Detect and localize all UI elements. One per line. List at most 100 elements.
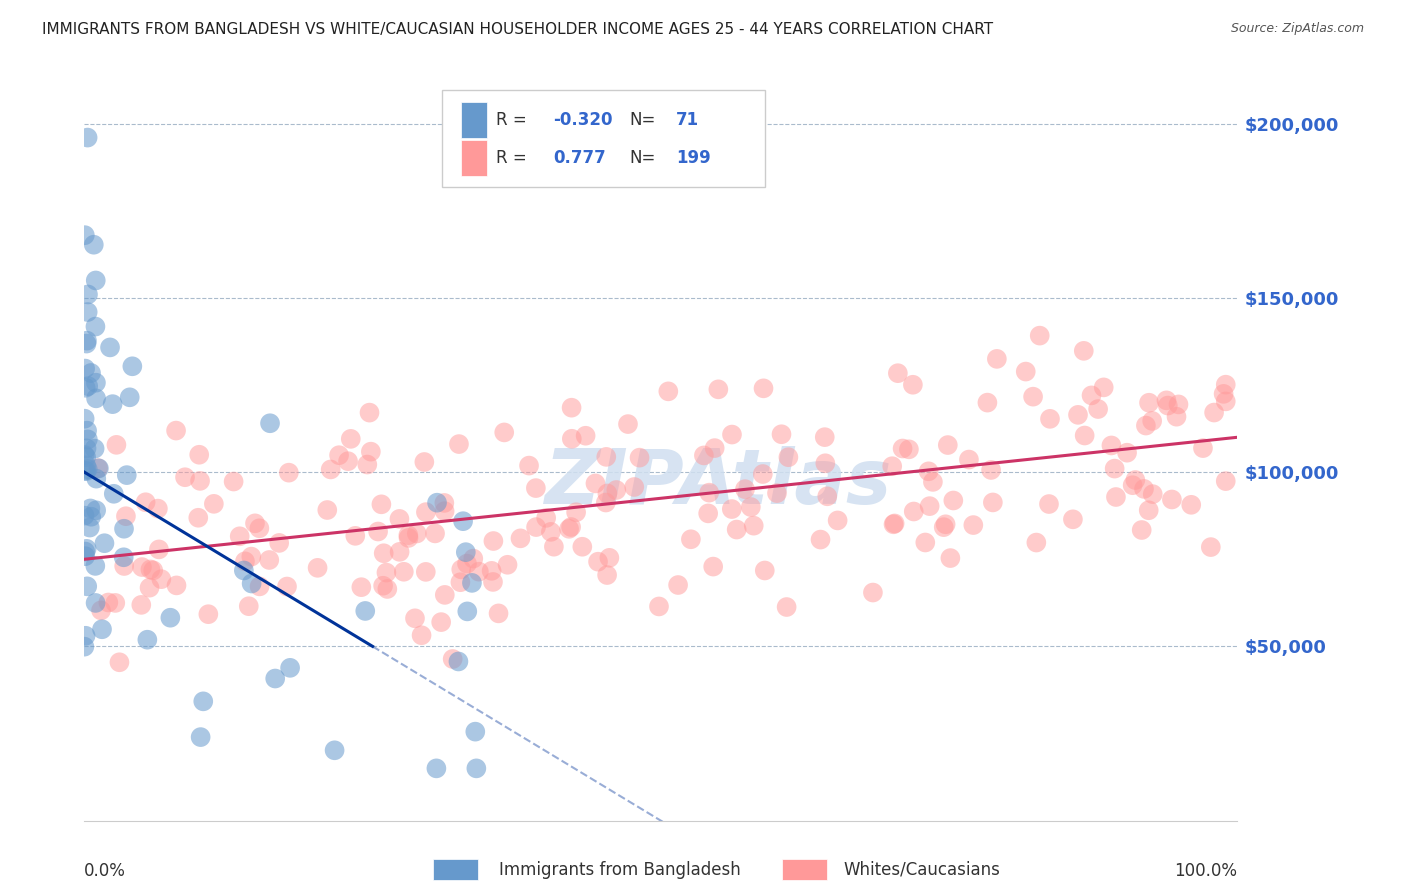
Point	[269, 536, 291, 550]
Point	[815, 489, 838, 503]
Point	[84, 558, 107, 573]
Point	[108, 655, 131, 669]
Point	[359, 406, 381, 420]
Point	[316, 503, 339, 517]
Point	[1105, 490, 1128, 504]
Point	[595, 450, 617, 464]
Point	[962, 518, 984, 533]
Point	[509, 532, 531, 546]
Point	[540, 524, 562, 539]
Point	[917, 464, 939, 478]
Point	[481, 564, 503, 578]
Point	[482, 574, 505, 589]
Point	[897, 442, 920, 457]
Point	[1215, 474, 1237, 488]
Point	[679, 533, 702, 547]
Point	[228, 529, 250, 543]
Point	[1215, 377, 1237, 392]
Point	[148, 542, 170, 557]
Point	[586, 555, 609, 569]
Point	[75, 549, 97, 564]
Point	[598, 550, 620, 565]
Text: R =: R =	[496, 149, 527, 167]
Point	[1122, 478, 1144, 492]
Point	[118, 390, 141, 404]
Text: 71: 71	[676, 112, 699, 129]
Point	[73, 448, 96, 462]
Point	[76, 424, 98, 438]
Point	[1180, 498, 1202, 512]
Point	[451, 514, 474, 528]
Point	[398, 531, 420, 545]
Point	[697, 485, 720, 500]
Point	[887, 366, 910, 380]
Point	[596, 486, 619, 500]
Point	[1025, 535, 1047, 549]
Point	[135, 495, 157, 509]
Point	[461, 575, 484, 590]
Point	[259, 416, 281, 430]
Point	[778, 450, 800, 465]
Point	[456, 604, 478, 618]
Point	[482, 534, 505, 549]
Point	[628, 450, 651, 465]
Point	[1099, 438, 1122, 452]
Point	[1087, 402, 1109, 417]
Point	[918, 499, 941, 513]
Text: 0.777: 0.777	[554, 149, 606, 167]
Point	[90, 603, 112, 617]
Point	[1104, 461, 1126, 475]
Point	[165, 424, 187, 438]
Point	[1192, 441, 1215, 455]
Point	[83, 442, 105, 456]
Point	[693, 449, 716, 463]
Point	[882, 459, 904, 474]
Point	[76, 462, 98, 476]
Point	[129, 598, 152, 612]
Text: ZIPAtlas: ZIPAtlas	[544, 447, 893, 520]
Point	[75, 629, 97, 643]
Point	[1156, 393, 1178, 408]
Point	[1204, 405, 1226, 419]
Point	[75, 450, 97, 464]
Point	[188, 474, 211, 488]
Point	[1166, 409, 1188, 424]
Point	[112, 559, 135, 574]
Point	[87, 461, 110, 475]
Point	[76, 334, 98, 348]
Point	[375, 582, 398, 596]
Point	[240, 549, 263, 564]
Point	[339, 432, 361, 446]
Text: IMMIGRANTS FROM BANGLADESH VS WHITE/CAUCASIAN HOUSEHOLDER INCOME AGES 25 - 44 YE: IMMIGRANTS FROM BANGLADESH VS WHITE/CAUC…	[42, 22, 993, 37]
Point	[84, 596, 107, 610]
Point	[139, 562, 162, 576]
Point	[703, 441, 725, 455]
Point	[115, 509, 138, 524]
Point	[1133, 482, 1156, 496]
Point	[524, 481, 547, 495]
Point	[1161, 492, 1184, 507]
Point	[883, 516, 905, 531]
Point	[278, 661, 301, 675]
Point	[1140, 414, 1163, 428]
Point	[494, 425, 516, 440]
Point	[240, 576, 263, 591]
Point	[721, 427, 744, 442]
Point	[80, 366, 103, 380]
Point	[742, 518, 765, 533]
Point	[561, 432, 583, 446]
Point	[75, 381, 97, 395]
Point	[415, 565, 437, 579]
Point	[371, 579, 394, 593]
Point	[232, 564, 254, 578]
Point	[423, 526, 446, 541]
Point	[73, 640, 96, 654]
Point	[1015, 365, 1038, 379]
Point	[75, 458, 97, 473]
Point	[617, 417, 640, 431]
Point	[159, 610, 181, 624]
Point	[595, 495, 617, 509]
Point	[814, 456, 837, 470]
Point	[354, 604, 377, 618]
Point	[1199, 540, 1222, 554]
